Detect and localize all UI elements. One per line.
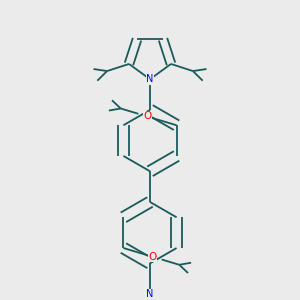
Text: N: N xyxy=(146,289,154,299)
Text: O: O xyxy=(149,252,157,262)
Text: N: N xyxy=(146,74,154,84)
Text: O: O xyxy=(143,111,151,122)
